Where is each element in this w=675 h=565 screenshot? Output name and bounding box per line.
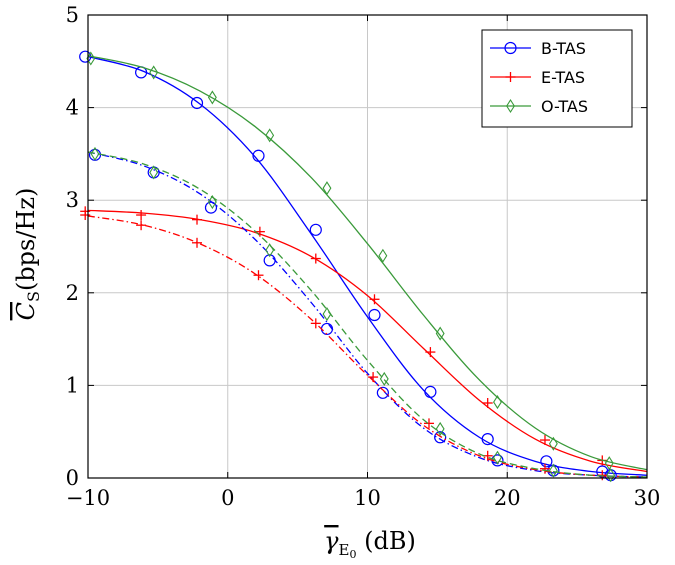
data-point-diamond	[265, 243, 275, 258]
data-point-plus	[423, 418, 434, 429]
data-point-diamond	[322, 307, 332, 322]
series-group	[79, 50, 648, 483]
legend-entry-3: O-TAS	[490, 97, 588, 116]
data-point-plus	[369, 294, 380, 305]
legend-label: B-TAS	[541, 39, 586, 58]
series-line	[87, 55, 648, 471]
data-point-plus	[136, 210, 147, 221]
data-point-circle	[481, 433, 494, 446]
series-3	[86, 51, 648, 471]
data-point-diamond	[604, 456, 614, 471]
y-tick-label: 2	[66, 281, 79, 305]
data-point-diamond	[322, 181, 332, 196]
data-point-diamond	[207, 195, 217, 210]
legend-box	[481, 29, 633, 128]
y-tick-label: 1	[66, 373, 79, 397]
y-tick-label: 3	[66, 188, 79, 212]
data-point-circle	[424, 385, 437, 398]
legend-label: O-TAS	[541, 97, 588, 116]
data-point-diamond	[90, 146, 100, 161]
x-tick-label: −10	[66, 486, 110, 510]
y-tick-label: 0	[66, 466, 79, 490]
y-tick-label: 5	[66, 3, 79, 27]
legend-entry-2: E-TAS	[490, 68, 585, 87]
x-tick-label: 30	[634, 486, 661, 510]
series-6	[87, 146, 648, 483]
data-point-diamond	[265, 128, 275, 143]
legend-entry-1: B-TAS	[490, 39, 586, 58]
data-point-plus	[136, 220, 147, 231]
data-point-diamond	[606, 468, 616, 483]
data-point-plus	[539, 463, 550, 474]
data-point-circle	[434, 431, 447, 444]
data-point-diamond	[493, 450, 502, 465]
data-point-plus	[310, 318, 321, 329]
data-point-diamond	[149, 165, 159, 180]
legend: B-TAS E-TAS O-TAS	[481, 29, 633, 128]
data-point-diamond	[435, 326, 445, 341]
data-point-circle	[309, 223, 322, 236]
data-point-circle	[376, 386, 389, 399]
data-point-diamond	[548, 436, 558, 451]
series-5	[80, 210, 648, 481]
data-point-circle	[540, 455, 553, 468]
data-point-plus	[253, 270, 264, 281]
data-point-diamond	[207, 90, 217, 105]
data-point-plus	[310, 253, 321, 264]
series-2	[80, 206, 648, 473]
data-point-circle	[252, 149, 265, 162]
data-point-plus	[425, 347, 436, 358]
data-point-diamond	[435, 421, 445, 436]
data-point-plus	[368, 372, 379, 383]
series-line	[87, 209, 648, 473]
data-point-plus	[192, 214, 203, 225]
data-point-diamond	[506, 98, 515, 114]
data-point-circle	[504, 41, 517, 55]
data-point-circle	[368, 308, 381, 322]
data-point-circle	[204, 201, 218, 214]
data-point-diamond	[378, 248, 388, 263]
data-point-circle	[320, 322, 334, 336]
data-point-circle	[263, 254, 276, 267]
x-tick-label: 20	[494, 486, 521, 510]
x-axis-label: γE0 (dB)	[324, 527, 416, 560]
y-axis-label: CS(bps/Hz)	[12, 188, 43, 321]
x-tick-label: 0	[221, 486, 234, 510]
data-point-diamond	[548, 463, 558, 478]
legend-label: E-TAS	[541, 68, 585, 87]
data-point-diamond	[149, 65, 159, 80]
y-tick-label: 4	[66, 96, 79, 120]
data-point-circle	[190, 96, 204, 110]
x-tick-label: 10	[354, 486, 381, 510]
data-point-plus	[505, 72, 516, 82]
data-point-diamond	[493, 395, 502, 410]
data-point-plus	[482, 397, 493, 408]
data-point-plus	[192, 237, 203, 248]
series-line	[87, 151, 648, 478]
data-point-diamond	[379, 371, 389, 386]
series-line	[87, 215, 648, 478]
data-point-plus	[539, 435, 550, 446]
